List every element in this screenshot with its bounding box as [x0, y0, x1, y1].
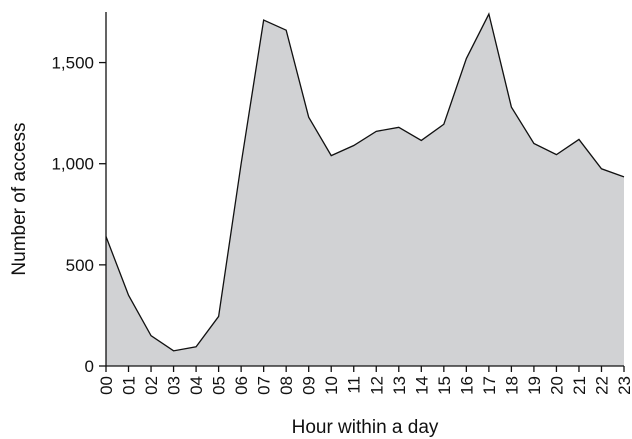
x-tick-label: 07	[255, 376, 274, 395]
y-tick-label: 1,500	[51, 54, 94, 73]
y-tick-label: 0	[85, 357, 94, 376]
x-tick-label: 15	[435, 376, 454, 395]
x-tick-label: 06	[232, 376, 251, 395]
x-tick-label: 13	[390, 376, 409, 395]
x-tick-label: 16	[457, 376, 476, 395]
x-ticks: 00 01 02 03 04 05 06 07 08 09 10 11 12 13 14 15 16 17 18 19…	[97, 366, 632, 395]
x-tick-label: 01	[120, 376, 139, 395]
axes	[105, 12, 624, 367]
x-tick-label: 04	[187, 376, 206, 395]
x-tick-label: 03	[165, 376, 184, 395]
x-tick-label: 18	[502, 376, 521, 395]
y-tick-label: 1,000	[51, 155, 94, 174]
x-tick-label: 09	[300, 376, 319, 395]
x-tick-label: 05	[210, 376, 229, 395]
x-tick-label: 08	[277, 376, 296, 395]
y-tick-label: 500	[66, 256, 94, 275]
x-tick-label: 14	[412, 376, 431, 395]
x-tick-label: 12	[367, 376, 386, 395]
x-tick-label: 10	[322, 376, 341, 395]
y-ticks: 0 500 1,000 1,500	[51, 54, 106, 376]
x-tick-label: 17	[480, 376, 499, 395]
x-tick-label: 21	[570, 376, 589, 395]
series-line	[105, 12, 625, 352]
y-axis-title: Number of access	[9, 122, 30, 275]
x-axis-title: Hour within a day	[292, 417, 439, 438]
x-tick-label: 11	[345, 376, 364, 394]
x-tick-label: 23	[615, 376, 632, 395]
x-tick-label: 00	[97, 376, 116, 395]
x-tick-label: 20	[547, 376, 566, 395]
x-tick-label: 19	[525, 376, 544, 395]
x-tick-label: 22	[592, 376, 611, 395]
area-series	[106, 14, 624, 367]
x-tick-label: 02	[142, 376, 161, 395]
plot-area	[105, 12, 625, 367]
